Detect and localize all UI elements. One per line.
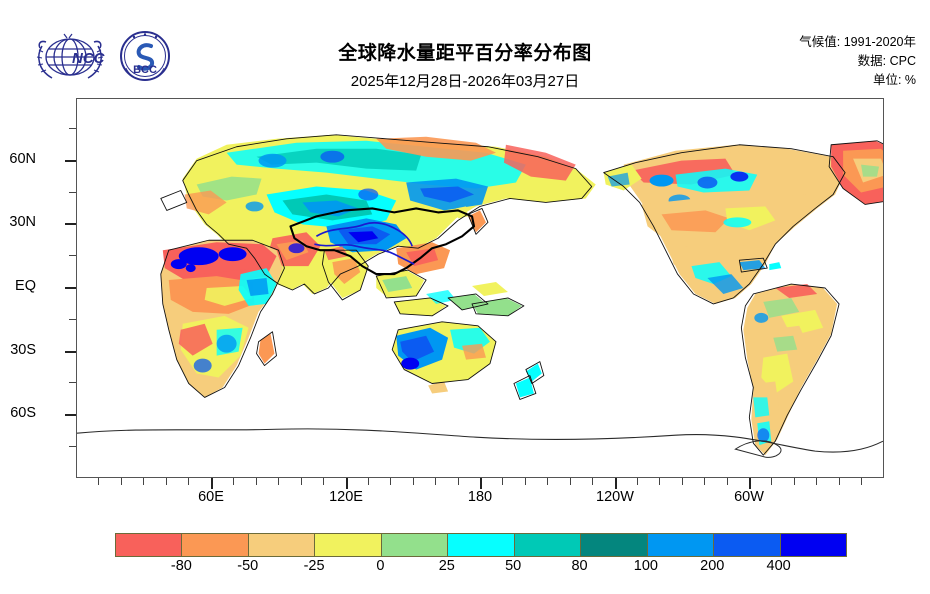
meta-source: 数据: CPC bbox=[857, 54, 916, 68]
y-tick-60s: 60S bbox=[10, 405, 36, 421]
svg-text:NCC: NCC bbox=[72, 50, 106, 67]
antarctica-coastline bbox=[77, 428, 883, 458]
landmass-north-america bbox=[603, 140, 883, 304]
china-border bbox=[289, 207, 476, 276]
colorbar-tick-80: 80 bbox=[571, 558, 588, 574]
x-tick-120w: 120W bbox=[596, 489, 634, 505]
colorbar-tick-50: 50 bbox=[505, 558, 522, 574]
precipitation-anomaly-map bbox=[77, 134, 883, 458]
colorbar-tick-400: 400 bbox=[766, 558, 791, 574]
colorbar-band-5 bbox=[448, 534, 515, 556]
colorbar-band-10 bbox=[780, 534, 846, 556]
colorbar-tick--50: -50 bbox=[237, 558, 259, 574]
colorbar-band-1 bbox=[182, 534, 249, 556]
x-tick-60e: 60E bbox=[198, 489, 224, 505]
map-plot-area bbox=[76, 98, 884, 478]
meta-climatology: 气候值: 1991-2020年 bbox=[799, 35, 916, 49]
page-title: 全球降水量距平百分率分布图 bbox=[338, 43, 592, 64]
colorbar-band-3 bbox=[315, 534, 382, 556]
landmass-south-america bbox=[743, 284, 838, 456]
meta-unit: 单位: % bbox=[872, 73, 916, 87]
landmass-africa bbox=[160, 240, 283, 398]
x-tick-120e: 120E bbox=[329, 489, 363, 505]
colorbar-tick-100: 100 bbox=[633, 558, 659, 574]
ncc-logo: NCC bbox=[34, 28, 106, 86]
y-tick-30s: 30S bbox=[10, 342, 36, 358]
colorbar-band-7 bbox=[581, 534, 648, 556]
colorbar-band-0 bbox=[116, 534, 183, 556]
colorbar-tick--25: -25 bbox=[303, 558, 325, 574]
colorbar-band-9 bbox=[714, 534, 781, 556]
colorbar-band-6 bbox=[514, 534, 582, 556]
coastlines bbox=[160, 134, 883, 456]
china-rivers bbox=[314, 221, 415, 265]
bcc-logo: BCC bbox=[118, 28, 172, 84]
colorbar-tick-25: 25 bbox=[438, 558, 455, 574]
colorbar-tick-200: 200 bbox=[700, 558, 725, 574]
colorbar bbox=[115, 533, 847, 557]
x-tick-180: 180 bbox=[467, 489, 493, 505]
colorbar-tick--80: -80 bbox=[170, 558, 192, 574]
x-tick-60w: 60W bbox=[734, 489, 764, 505]
landmass-australia bbox=[392, 297, 542, 398]
logo-group: NCC BCC bbox=[34, 28, 174, 86]
y-tick-30n: 30N bbox=[9, 214, 36, 230]
colorbar-band-8 bbox=[647, 534, 715, 556]
meta-block: 气候值: 1991-2020年 数据: CPC 单位: % bbox=[799, 33, 916, 90]
colorbar-band-2 bbox=[248, 534, 316, 556]
svg-text:BCC: BCC bbox=[133, 64, 157, 76]
y-tick-60n: 60N bbox=[9, 151, 36, 167]
colorbar-tick-0: 0 bbox=[376, 558, 385, 574]
y-tick-eq: EQ bbox=[15, 278, 36, 294]
colorbar-band-4 bbox=[381, 534, 449, 556]
page-subtitle: 2025年12月28日-2026年03月27日 bbox=[350, 73, 580, 90]
